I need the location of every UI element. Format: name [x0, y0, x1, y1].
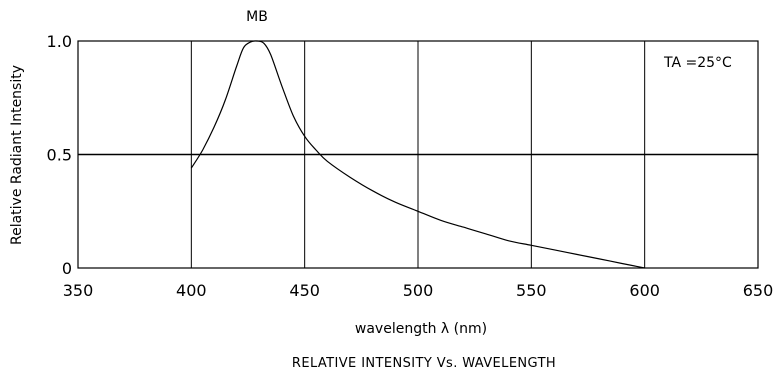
- plot-frame: [77, 40, 759, 269]
- y-tick-label: 1.0: [47, 32, 72, 51]
- x-tick-label: 350: [63, 281, 94, 300]
- x-tick-label: 600: [629, 281, 660, 300]
- y-axis-label: Relative Radiant Intensity: [9, 65, 25, 245]
- x-tick-label: 400: [176, 281, 207, 300]
- grid: [78, 41, 758, 268]
- y-tick-label: 0: [62, 259, 72, 278]
- series-line-mb: [190, 40, 645, 269]
- x-tick-label: 550: [516, 281, 547, 300]
- x-tick-label: 500: [403, 281, 434, 300]
- x-tick-label: 450: [289, 281, 320, 300]
- x-axis-label: wavelength λ (nm): [355, 321, 487, 337]
- chart-title: RELATIVE INTENSITY Vs. WAVELENGTH: [292, 356, 556, 371]
- x-tick-label: 650: [743, 281, 774, 300]
- series-label: MB: [246, 9, 268, 25]
- temperature-annotation: TA =25°C: [663, 55, 732, 71]
- y-tick-label: 0.5: [47, 146, 72, 165]
- tick-labels: 350 400 450 500 550 600 650 0 0.5 1.0: [47, 32, 774, 300]
